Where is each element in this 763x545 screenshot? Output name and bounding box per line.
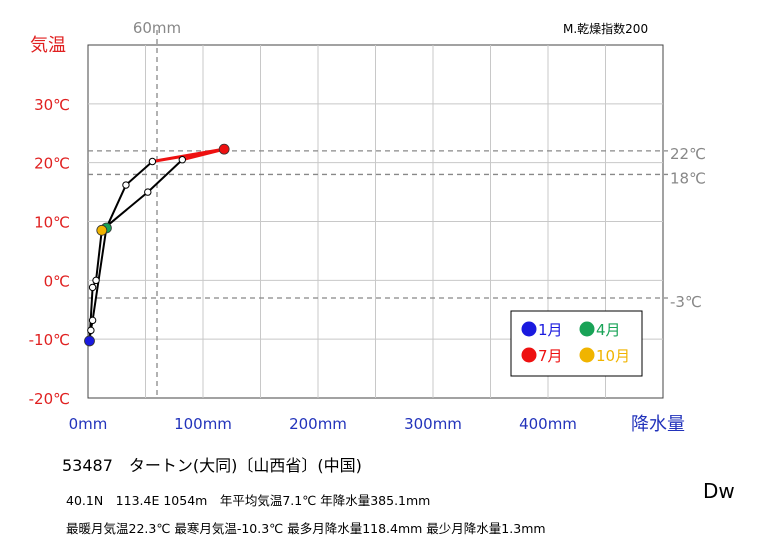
climograph-segment	[146, 158, 184, 194]
month-point-7	[218, 143, 230, 155]
climate-class-label: Dw	[703, 479, 735, 503]
legend-label: 1月	[538, 321, 563, 339]
x-tick-label: 300mm	[404, 415, 462, 433]
legend-swatch	[521, 347, 537, 363]
legend-label: 7月	[538, 347, 563, 365]
legend-box	[510, 310, 643, 377]
station-summary-line2: 最暖月気温22.3℃ 最寒月気温-10.3℃ 最多月降水量118.4mm 最少月…	[66, 521, 546, 536]
reference-label-temp: -3℃	[670, 293, 702, 311]
y-tick-label: 0℃	[44, 272, 70, 290]
station-summary-line1: 40.1N 113.4E 1054m 年平均気温7.1℃ 年降水量385.1mm	[66, 493, 431, 508]
station-title: 53487 タートン(大同)〔山西省〕(中国)	[62, 456, 362, 475]
y-tick-label: -10℃	[29, 331, 70, 349]
y-axis-title: 気温	[30, 35, 66, 56]
reference-label-temp: 18℃	[670, 169, 706, 187]
y-tick-label: 20℃	[34, 155, 70, 173]
month-point-3	[88, 316, 97, 325]
legend-swatch	[579, 347, 595, 363]
legend-swatch	[579, 321, 595, 337]
y-tick-label: 30℃	[34, 96, 70, 114]
month-point-8	[178, 156, 187, 164]
legend-label: 4月	[596, 321, 621, 339]
dryness-index-label: M.乾燥指数200	[563, 22, 649, 36]
y-tick-label: 10℃	[34, 214, 70, 232]
climograph-segment	[105, 184, 127, 229]
legend-label: 10月	[596, 347, 630, 365]
month-point-2	[87, 326, 95, 335]
reference-label-precip: 60mm	[133, 19, 181, 37]
climograph-segment	[91, 226, 108, 322]
x-tick-label: 0mm	[69, 415, 108, 433]
x-tick-label: 200mm	[289, 415, 347, 433]
x-tick-label: 100mm	[174, 415, 232, 433]
month-point-9	[144, 188, 152, 196]
month-point-12	[88, 283, 97, 292]
climograph-segment	[180, 147, 226, 162]
legend-swatch	[521, 321, 537, 337]
climograph-segment	[124, 160, 154, 187]
month-point-1	[84, 335, 95, 347]
x-tick-label: 400mm	[519, 415, 577, 433]
month-point-5	[122, 181, 130, 189]
month-point-11	[92, 276, 100, 285]
month-point-6	[148, 157, 157, 166]
climograph-segment	[95, 229, 103, 282]
y-tick-label: -20℃	[29, 390, 70, 408]
x-axis-title: 降水量	[631, 414, 685, 435]
month-point-10	[96, 224, 108, 236]
reference-label-temp: 22℃	[670, 145, 706, 163]
